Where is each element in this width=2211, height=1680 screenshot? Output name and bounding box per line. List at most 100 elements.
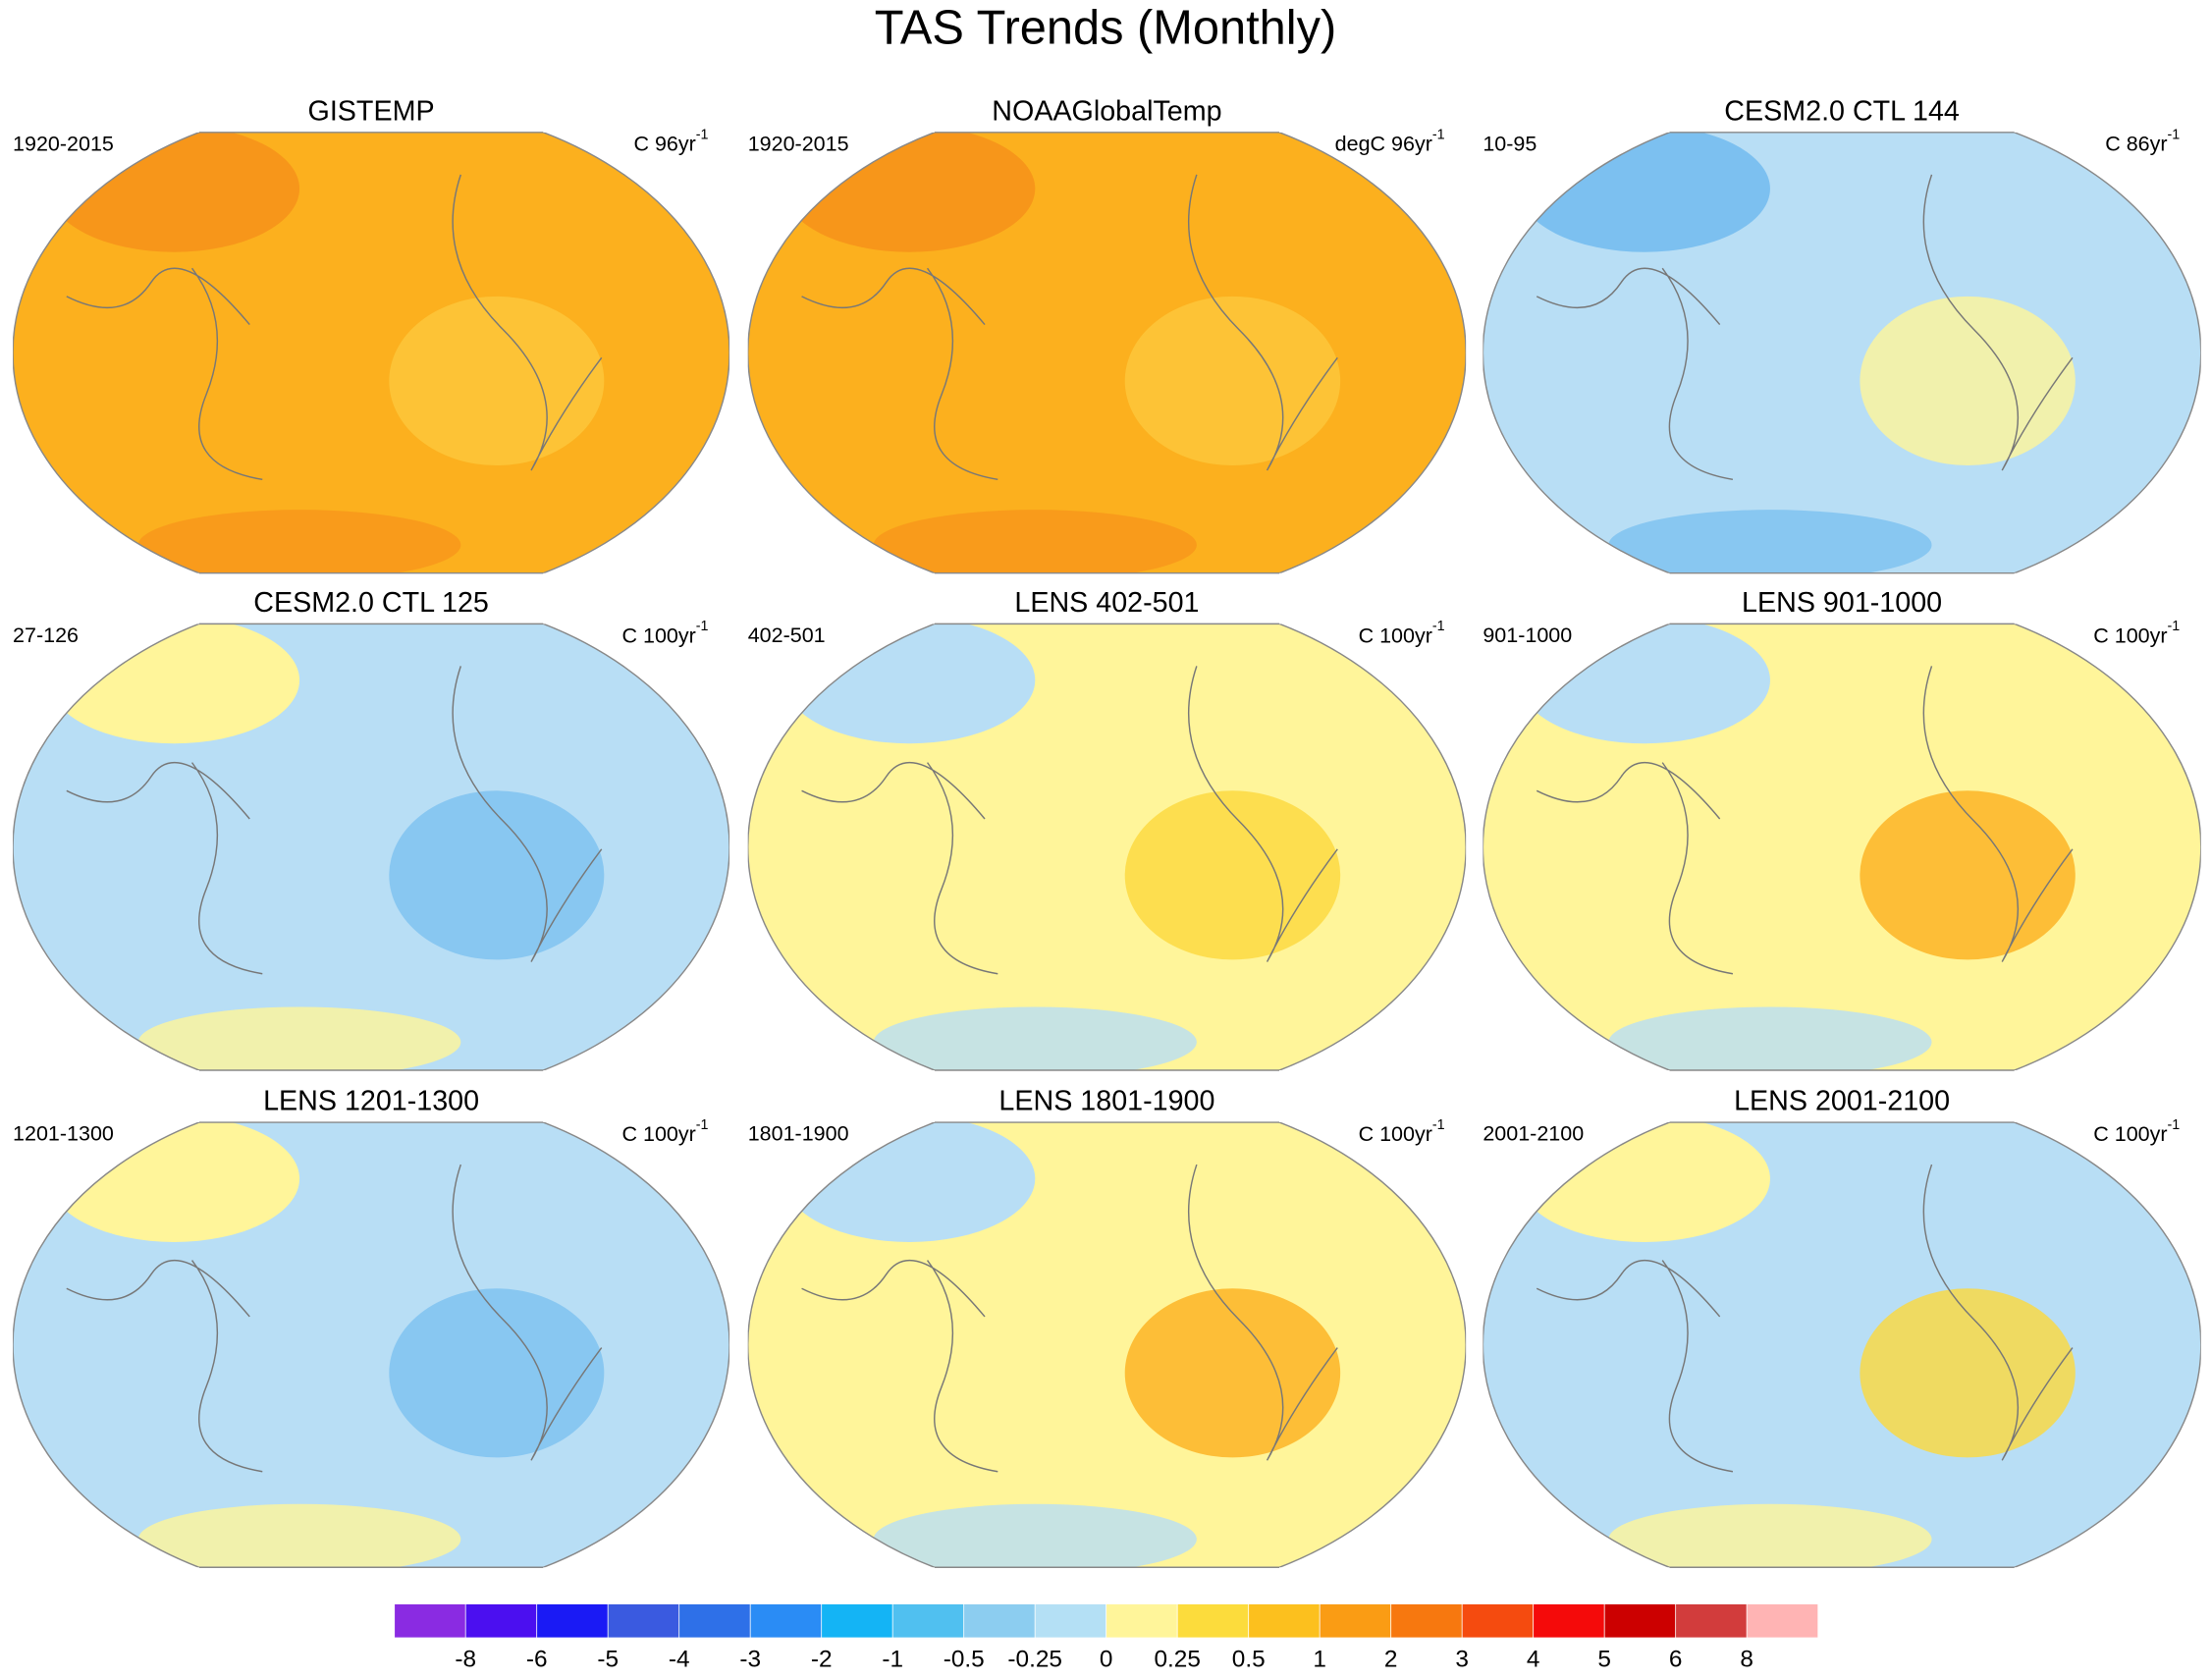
units-sup: -1 [696,619,709,634]
map-panel [747,623,1467,1071]
colorbar-label: -5 [597,1646,619,1672]
panel-title: NOAAGlobalTemp [992,95,1221,127]
colorbar-swatch [821,1603,893,1639]
map-panel [1483,623,2201,1071]
colorbar-label: -4 [669,1646,690,1672]
units-sup: -1 [2168,619,2181,634]
units-text: C 100yr [1359,1122,1432,1146]
units-sup: -1 [1432,619,1445,634]
coastline [66,1164,603,1473]
colorbar-swatch [891,1603,965,1639]
coastline [1536,174,2074,481]
panel-period: 901-1000 [1483,623,1572,647]
units-sup: -1 [1432,1117,1445,1133]
panel-period: 10-95 [1483,132,1537,155]
panel-period: 1201-1300 [13,1122,114,1146]
map-region [137,1503,461,1568]
panel-period: 1920-2015 [13,132,114,155]
colorbar-label: 0 [1100,1646,1113,1672]
coastline [1536,1164,2074,1473]
colorbar-swatch [607,1603,680,1639]
colorbar-swatch [1461,1603,1535,1639]
map-region [1860,296,2076,466]
colorbar-label: -6 [526,1646,548,1672]
colorbar-label: 6 [1669,1646,1683,1672]
map-panel [1483,132,2201,574]
panel-title: GISTEMP [308,95,435,127]
panel-title: LENS 402-501 [1014,587,1199,619]
units-text: C 100yr [1359,623,1432,647]
map-panel [13,132,730,574]
panel-period: 1801-1900 [748,1122,849,1146]
panel-period: 2001-2100 [1483,1122,1584,1146]
map-region [48,623,300,744]
map-region [1124,790,1341,960]
map-panel [747,132,1467,574]
map-region [1860,1288,2076,1458]
colorbar-label: 1 [1313,1646,1326,1672]
colorbar-label: 0.25 [1154,1646,1200,1672]
map-region [1124,296,1341,466]
map-region [1608,1006,1932,1070]
units-text: C 100yr [2093,623,2167,647]
map-region [873,1006,1197,1070]
panel-units: C 96yr-1 [633,127,708,155]
units-text: C 100yr [622,1122,696,1146]
colorbar-swatch [1106,1603,1178,1639]
figure-title: TAS Trends (Monthly) [875,1,1336,54]
units-text: degC 96yr [1335,132,1432,155]
panel-units: C 100yr-1 [2093,1117,2180,1146]
panel-units: C 86yr-1 [2105,127,2180,155]
coastline [66,666,603,975]
map-region [873,1503,1197,1568]
units-text: C 96yr [633,132,695,155]
coastline [1536,666,2074,975]
units-sup: -1 [696,1117,709,1133]
colorbar-label: 3 [1455,1646,1469,1672]
colorbar-swatch [394,1603,466,1639]
panel-period: 1920-2015 [748,132,849,155]
map-region [1518,132,1770,252]
map-region [389,1288,605,1458]
colorbar-label: -8 [455,1646,476,1672]
colorbar-swatch [1746,1603,1819,1639]
colorbar-swatch [1034,1603,1107,1639]
panel-units: C 100yr-1 [1359,619,1445,647]
colorbar-swatch [963,1603,1036,1639]
map-region [137,1006,461,1070]
map-region [1860,790,2076,960]
colorbar-label: 0.5 [1232,1646,1266,1672]
panel-period: 402-501 [748,623,826,647]
colorbar-swatch [1675,1603,1748,1639]
coastline [801,666,1338,975]
panel-title: LENS 1201-1300 [263,1086,479,1117]
map-region [389,296,605,466]
units-text: C 86yr [2105,132,2167,155]
colorbar-label: 5 [1597,1646,1611,1672]
panel-title: LENS 901-1000 [1742,587,1942,619]
colorbar-label: 8 [1740,1646,1753,1672]
colorbar-label: -2 [811,1646,833,1672]
panel-title: LENS 2001-2100 [1734,1086,1950,1117]
units-sup: -1 [1432,127,1445,142]
units-text: C 100yr [622,623,696,647]
colorbar-swatch [1176,1603,1250,1639]
colorbar-swatch [1603,1603,1677,1639]
colorbar-swatch [1390,1603,1463,1639]
map-panel [747,1121,1467,1568]
panel-title: CESM2.0 CTL 125 [253,587,489,619]
panel-units: degC 96yr-1 [1335,127,1445,155]
units-text: C 100yr [2093,1122,2167,1146]
panel-title: LENS 1801-1900 [998,1086,1214,1117]
colorbar-swatch [464,1603,538,1639]
colorbar-label: 4 [1527,1646,1540,1672]
map-panel [1483,1121,2201,1568]
panel-units: C 100yr-1 [622,619,709,647]
colorbar-swatch [749,1603,823,1639]
map-panel [13,1121,730,1568]
colorbar-swatch [678,1603,751,1639]
units-sup: -1 [696,127,709,142]
colorbar-label: -0.5 [944,1646,985,1672]
panel-units: C 100yr-1 [622,1117,709,1146]
